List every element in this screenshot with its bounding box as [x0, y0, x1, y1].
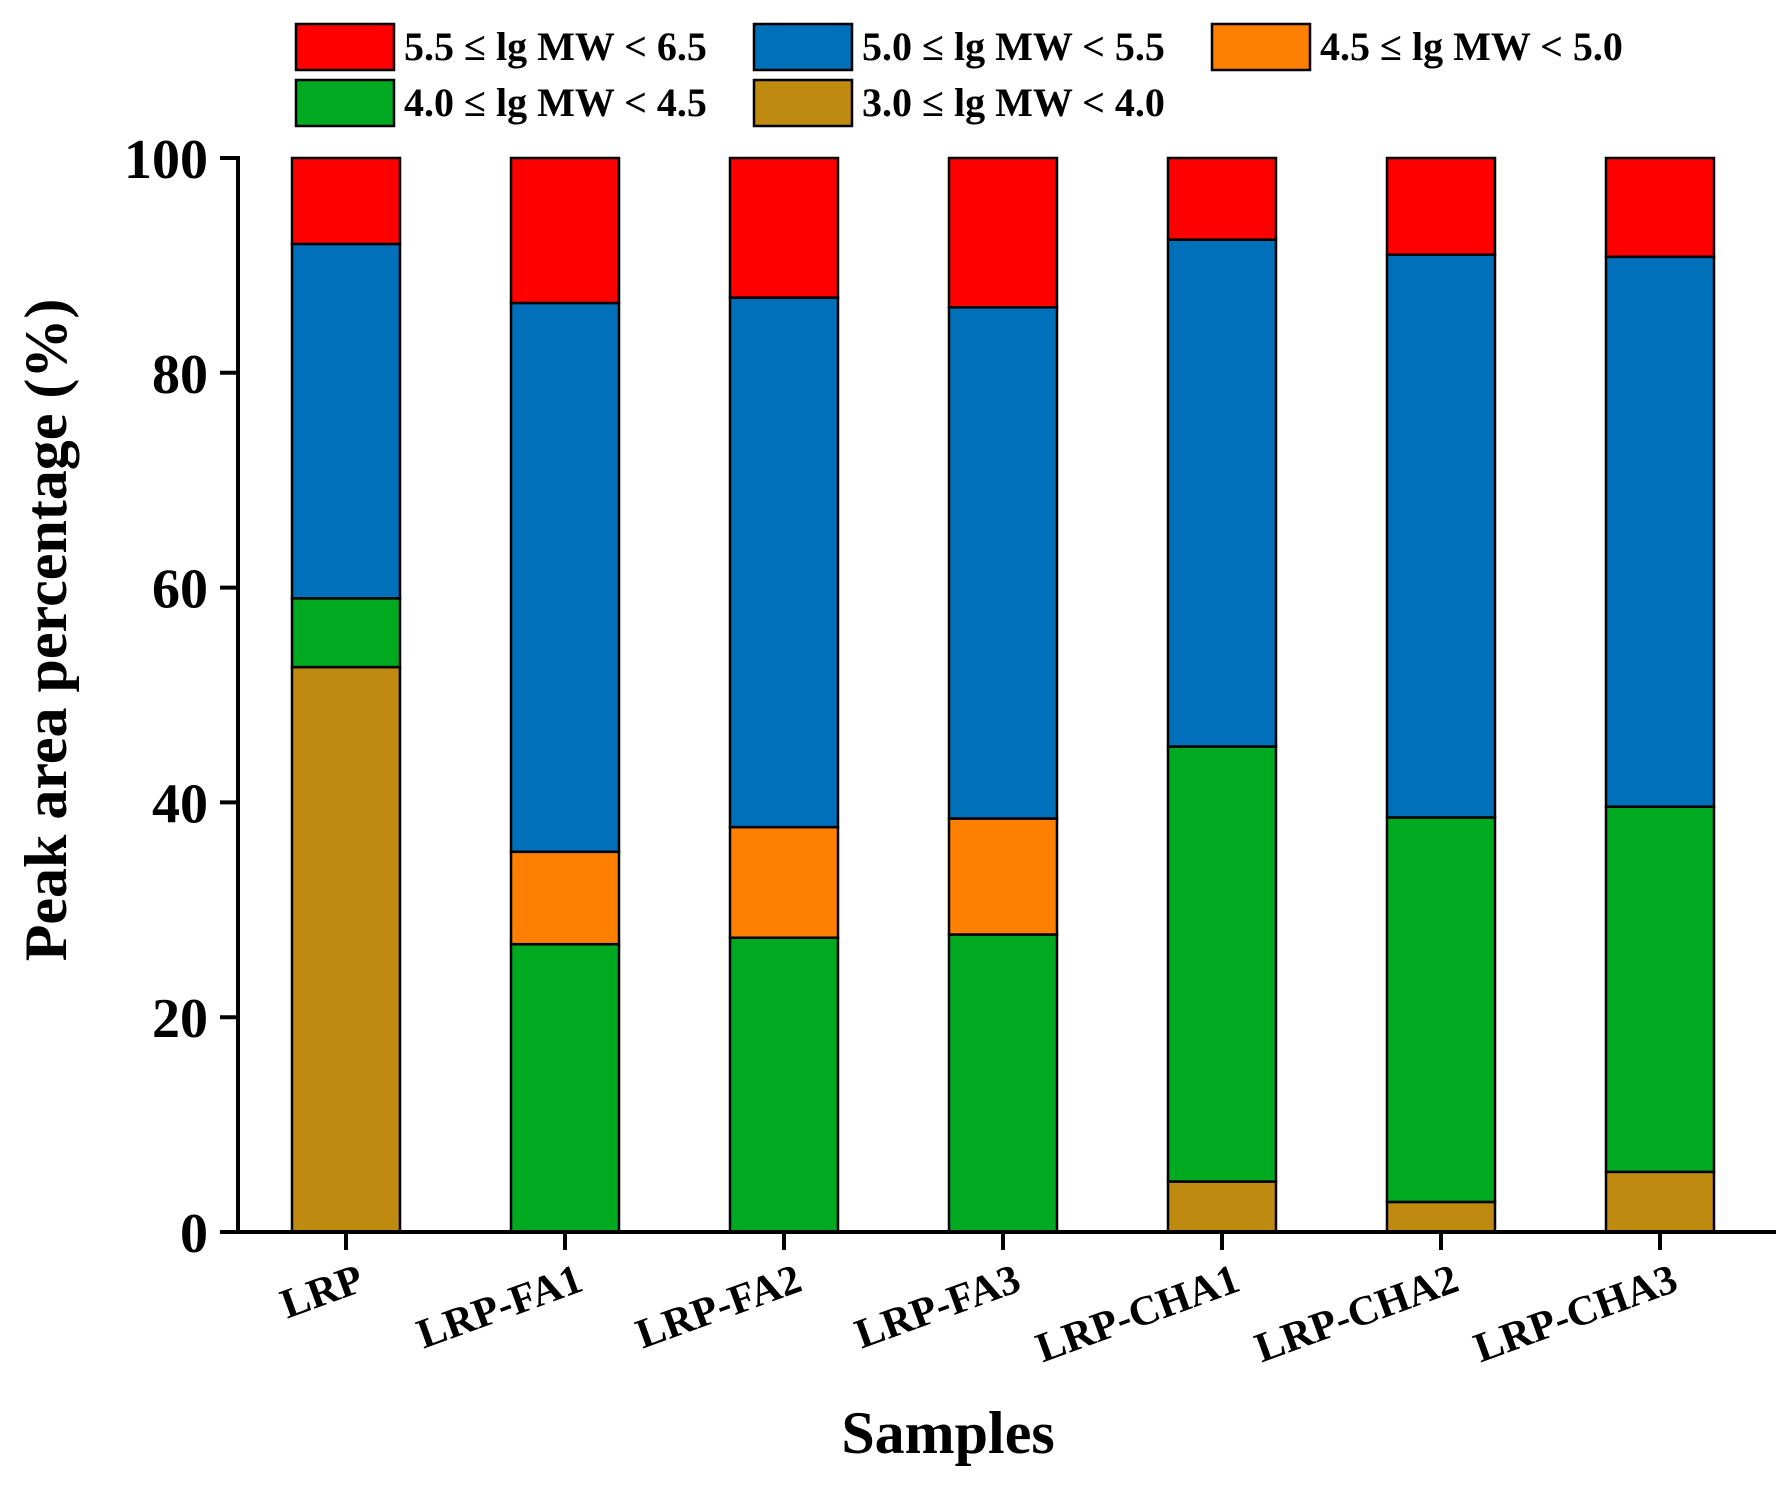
bar-segment [947, 933, 1059, 1234]
y-tick-label: 20 [152, 988, 208, 1050]
legend-item: 5.0 ≤ lg MW < 5.5 [752, 22, 1165, 72]
bar-segment [947, 306, 1059, 820]
bar-segment [509, 942, 621, 1234]
bar-segment [728, 156, 840, 299]
bar-segment [1385, 1200, 1497, 1234]
y-tick-label: 60 [152, 559, 208, 621]
y-axis-label: Peak area percentage (%) [13, 299, 79, 962]
bar-segment [1385, 253, 1497, 819]
legend-item: 4.5 ≤ lg MW < 5.0 [1210, 22, 1623, 72]
y-tick-label: 0 [180, 1203, 208, 1265]
legend-swatch [752, 78, 854, 128]
legend-swatch [752, 22, 854, 72]
bar-segment [1385, 816, 1497, 1204]
legend-item: 5.5 ≤ lg MW < 6.5 [294, 22, 707, 72]
bar-segment [728, 296, 840, 829]
legend: 5.5 ≤ lg MW < 6.5 5.0 ≤ lg MW < 5.5 4.5 ≤ … [294, 22, 1623, 128]
bar-segment [509, 156, 621, 305]
bar-segment [947, 817, 1059, 936]
bar-segment [1166, 156, 1278, 241]
x-tick-label: LRP-FA1 [411, 1256, 588, 1358]
legend-label: 4.0 ≤ lg MW < 4.5 [404, 80, 707, 125]
bar-segment [1166, 238, 1278, 748]
bar-segment [728, 936, 840, 1234]
legend-swatch [294, 78, 396, 128]
bar-segment [290, 665, 402, 1234]
bar-segment [509, 301, 621, 854]
bars-group [290, 156, 1716, 1234]
bar-segment [290, 597, 402, 669]
x-axis-label: Samples [841, 1400, 1054, 1466]
legend-item: 3.0 ≤ lg MW < 4.0 [752, 78, 1165, 128]
bar-segment [1604, 255, 1716, 808]
bar-segment [1604, 805, 1716, 1174]
bar-segment [1385, 156, 1497, 256]
x-tick-label: LRP [275, 1256, 370, 1328]
bar-segment [1166, 1180, 1278, 1234]
y-tick-label: 40 [152, 773, 208, 835]
bar-segment [509, 850, 621, 946]
y-tick-label: 80 [152, 344, 208, 406]
legend-label: 5.5 ≤ lg MW < 6.5 [404, 24, 707, 69]
x-tick-label: LRP-CHA2 [1249, 1256, 1464, 1372]
legend-swatch [1210, 22, 1312, 72]
bar-segment [947, 156, 1059, 309]
legend-swatch [294, 22, 396, 72]
x-tick-label: LRP-CHA1 [1030, 1256, 1245, 1372]
x-tick-label: LRP-FA2 [630, 1256, 807, 1358]
x-tick-label: LRP-CHA3 [1468, 1256, 1683, 1372]
legend-label: 3.0 ≤ lg MW < 4.0 [862, 80, 1165, 125]
bar-segment [1166, 745, 1278, 1183]
bar-segment [1604, 156, 1716, 259]
legend-label: 4.5 ≤ lg MW < 5.0 [1320, 24, 1623, 69]
bar-segment [728, 825, 840, 939]
legend-item: 4.0 ≤ lg MW < 4.5 [294, 78, 707, 128]
x-tick-label: LRP-FA3 [849, 1256, 1026, 1358]
legend-label: 5.0 ≤ lg MW < 5.5 [862, 24, 1165, 69]
bar-segment [1604, 1170, 1716, 1234]
bar-segment [290, 242, 402, 600]
bar-segment [290, 156, 402, 246]
y-tick-label: 100 [124, 129, 208, 191]
